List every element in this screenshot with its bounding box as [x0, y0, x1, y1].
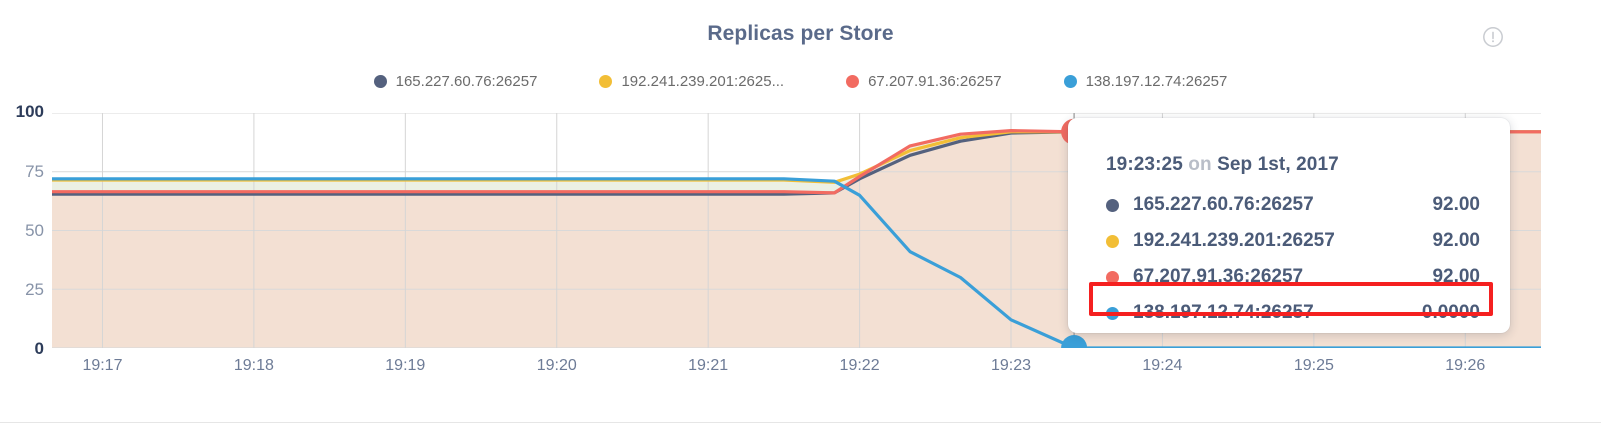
tooltip-series-dot-icon	[1106, 270, 1119, 284]
page-title: Replicas per Store	[707, 22, 894, 45]
area-fill-band	[52, 130, 1541, 193]
tooltip-row-1: 192.241.239.201:26257 92.00	[1068, 223, 1510, 259]
tooltip-rows: 165.227.60.76:26257 92.00 192.241.239.201:…	[1068, 187, 1510, 331]
x-tick-19-18: 19:18	[233, 357, 274, 374]
y-tick-25: 25	[25, 280, 44, 299]
tooltip-series-value: 92.00	[1432, 230, 1480, 251]
tooltip-series-dot-icon	[1106, 234, 1119, 248]
legend-item-label: 67.207.91.36:26257	[868, 73, 1002, 90]
line-blue[interactable]	[52, 177, 1541, 348]
y-tick-75: 75	[25, 162, 44, 181]
chart-tooltip: 19:23:25 on Sep 1st, 2017 165.227.60.76:…	[1068, 118, 1510, 333]
info-circle-icon[interactable]	[1481, 25, 1505, 49]
legend-item-2[interactable]: 67.207.91.36:26257	[846, 73, 1002, 90]
tooltip-series-label: 138.197.12.74:26257	[1133, 302, 1314, 323]
x-tick-19-24: 19:24	[1142, 357, 1183, 374]
tooltip-series-value: 92.00	[1432, 266, 1480, 287]
legend-swatch-icon	[373, 75, 387, 88]
y-tick-50: 50	[25, 221, 44, 240]
x-tick-19-19: 19:19	[385, 357, 426, 374]
tooltip-header: 19:23:25 on Sep 1st, 2017	[1068, 154, 1510, 176]
x-tick-19-21: 19:21	[688, 357, 729, 374]
tooltip-row-2: 67.207.91.36:26257 92.00	[1068, 259, 1510, 295]
y-tick-0: 0	[34, 339, 44, 358]
legend-item-label: 138.197.12.74:26257	[1085, 73, 1228, 90]
cursor-marker-1[interactable]	[1061, 335, 1088, 348]
legend-item-label: 165.227.60.76:26257	[395, 73, 538, 90]
x-tick-19-17: 19:17	[82, 357, 123, 374]
legend-item-3[interactable]: 138.197.12.74:26257	[1063, 73, 1228, 90]
tooltip-series-dot-icon	[1106, 198, 1119, 212]
tooltip-series-value: 0.0000	[1421, 302, 1480, 323]
legend-item-0[interactable]: 165.227.60.76:26257	[373, 73, 538, 90]
x-tick-19-23: 19:23	[990, 357, 1032, 374]
legend-item-1[interactable]: 192.241.239.201:2625...	[599, 74, 784, 89]
tooltip-row-3: 138.197.12.74:26257 0.0000	[1068, 295, 1510, 331]
tooltip-series-label: 67.207.91.36:26257	[1133, 266, 1304, 287]
legend-swatch-icon	[1063, 75, 1077, 88]
tooltip-series-label: 192.241.239.201:26257	[1133, 230, 1335, 251]
tooltip-time: 19:23:25	[1106, 154, 1183, 175]
x-tick-19-22: 19:22	[839, 357, 880, 374]
x-tick-19-26: 19:26	[1445, 357, 1486, 374]
tooltip-series-value: 92.00	[1432, 194, 1480, 215]
tooltip-date: Sep 1st, 2017	[1217, 154, 1339, 175]
chart-legend: 165.227.60.76:26257 192.241.239.201:2625.…	[0, 74, 1601, 89]
tooltip-on-word: on	[1188, 154, 1212, 175]
x-tick-19-20: 19:20	[536, 357, 577, 374]
tooltip-series-dot-icon	[1106, 306, 1119, 320]
x-tick-19-25: 19:25	[1293, 357, 1334, 374]
legend-swatch-icon	[599, 75, 613, 88]
legend-item-label: 192.241.239.201:2625...	[621, 73, 785, 90]
tooltip-row-0: 165.227.60.76:26257 92.00	[1068, 187, 1510, 223]
legend-swatch-icon	[846, 75, 860, 88]
tooltip-series-label: 165.227.60.76:26257	[1133, 194, 1314, 215]
y-tick-100: 100	[15, 102, 44, 121]
